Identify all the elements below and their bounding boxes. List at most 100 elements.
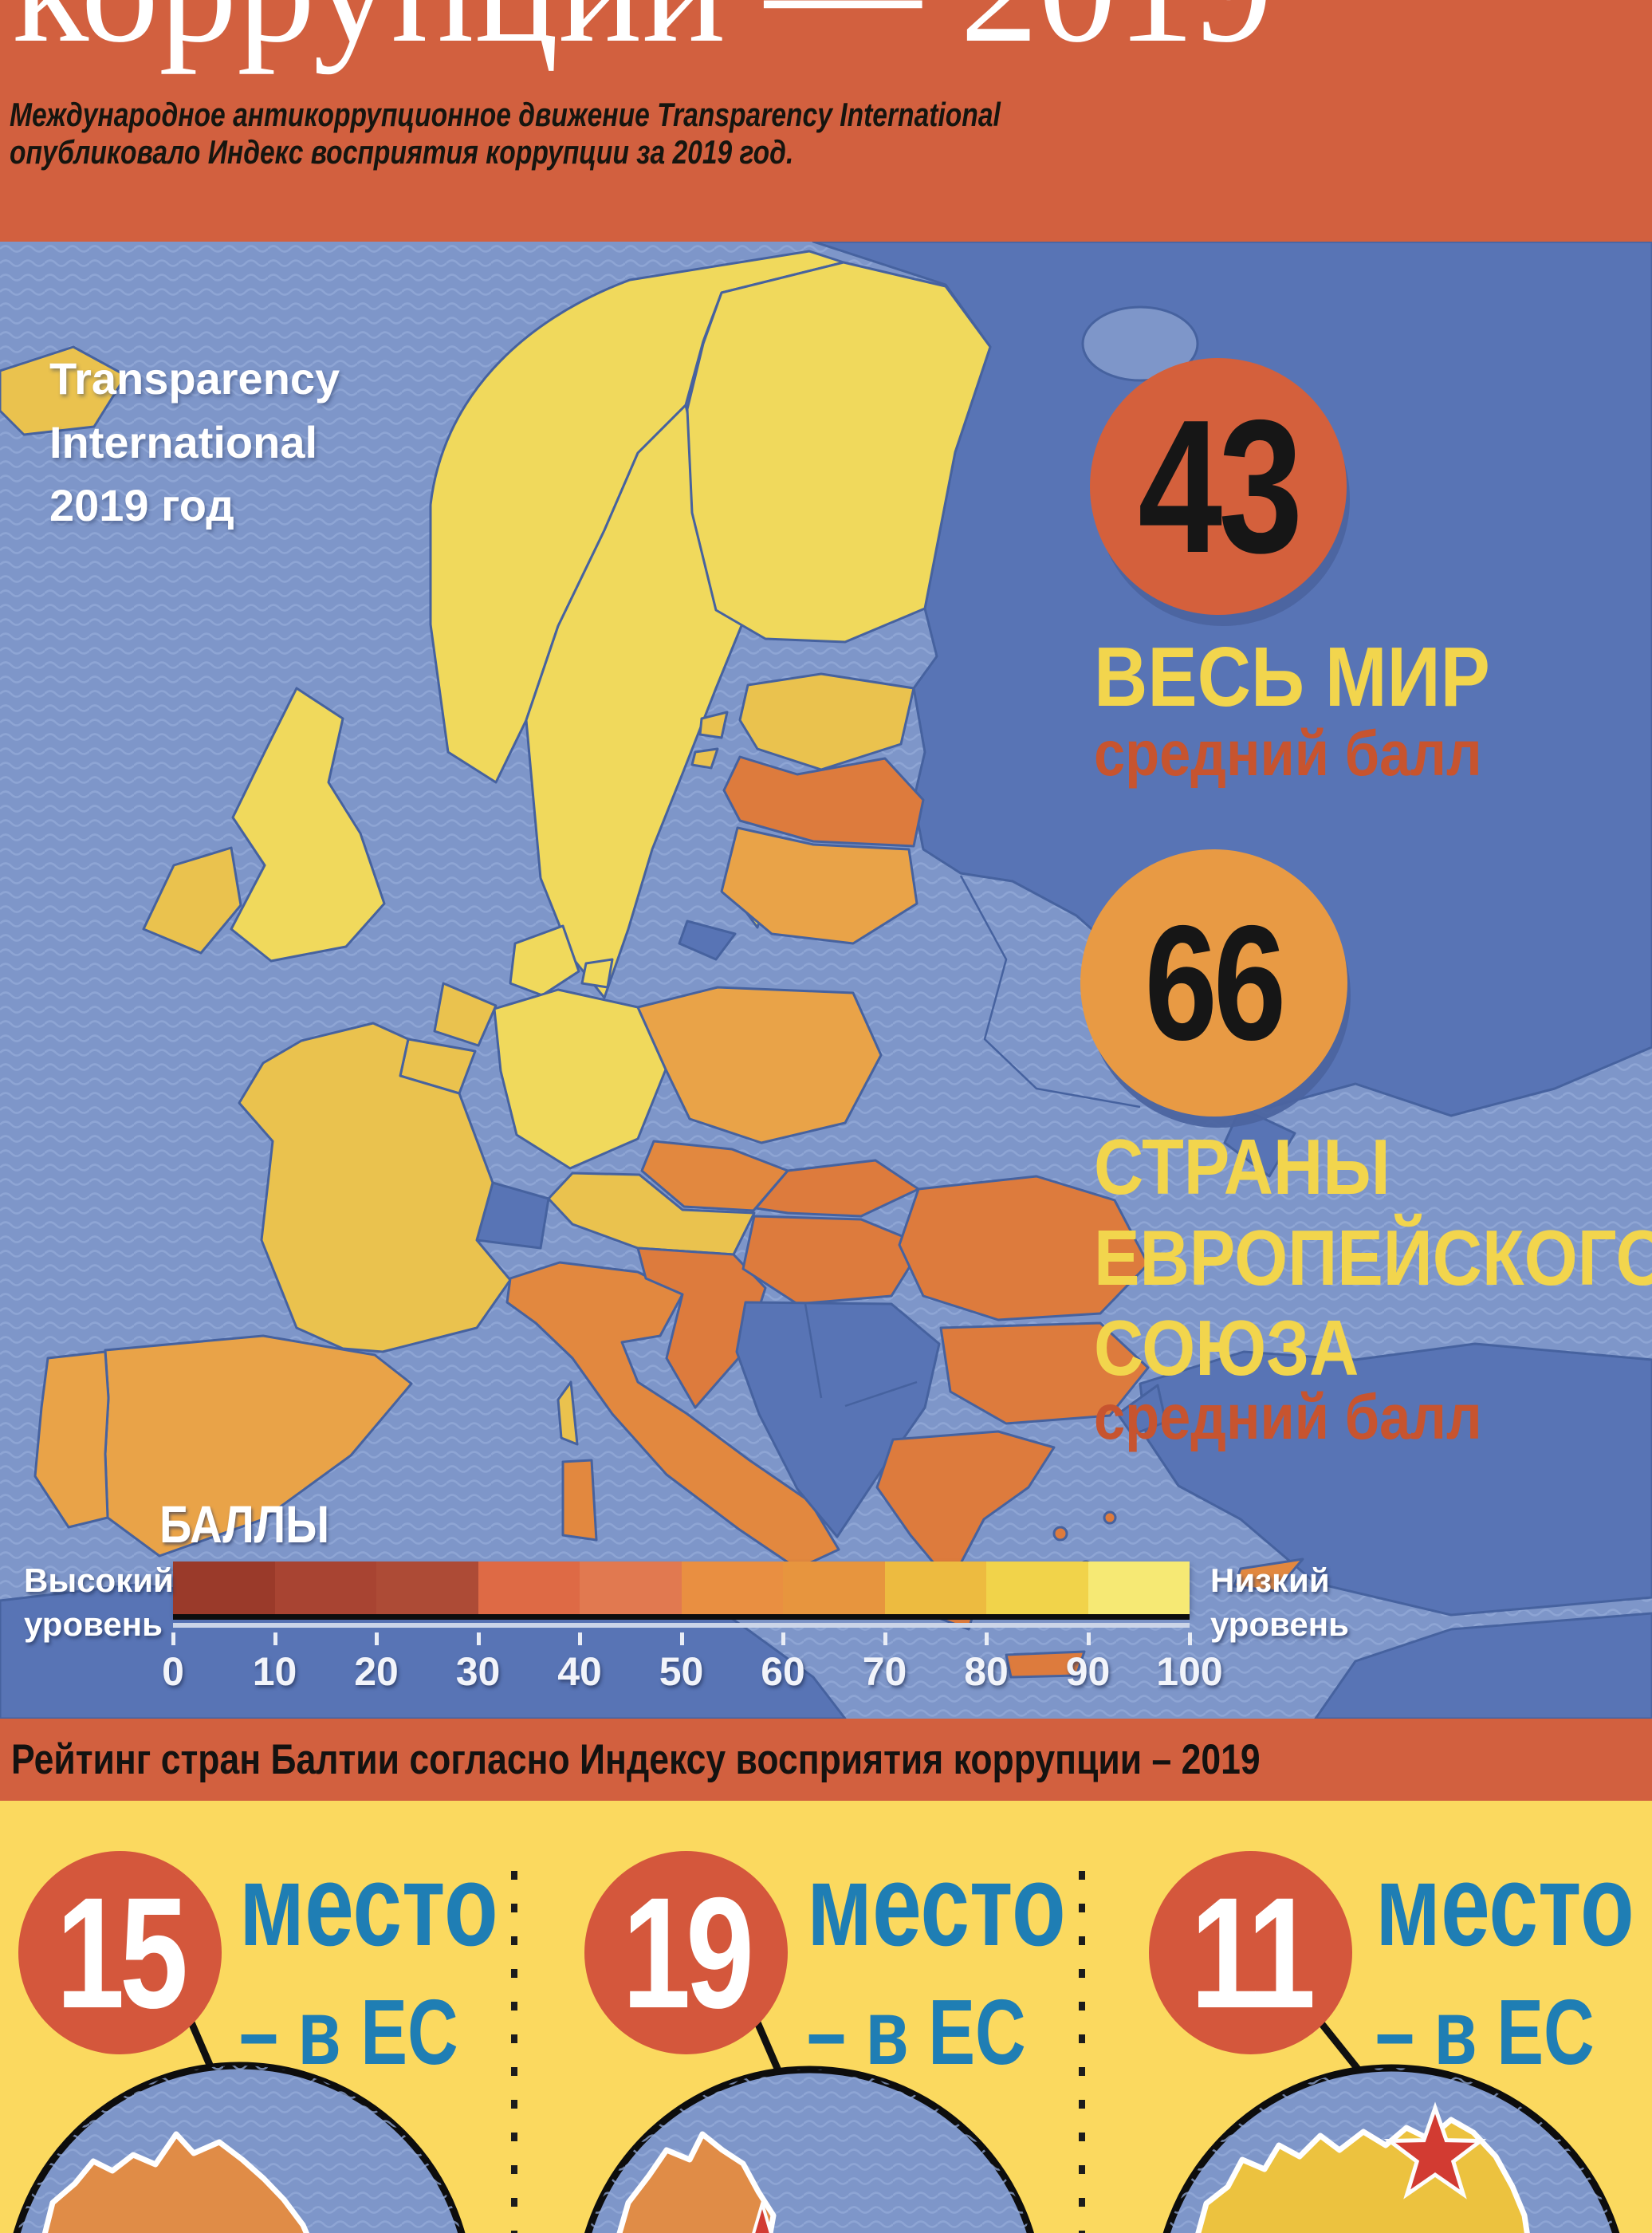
column-divider-2 (1079, 1871, 1085, 2233)
legend-tick-mark (375, 1632, 379, 1645)
country-france (238, 1022, 512, 1353)
island-estonia-1 (698, 711, 729, 739)
island-crete (1005, 1650, 1086, 1679)
legend-scale-segment (580, 1562, 682, 1614)
world-average-label: ВЕСЬ МИР (1094, 630, 1490, 724)
rank-label-2-line-1: место (807, 1840, 1066, 1970)
country-czechia (640, 1140, 789, 1212)
legend-tick-label: 50 (659, 1649, 704, 1694)
legend-scale-segment (274, 1562, 376, 1614)
island-estonia-2 (690, 747, 719, 770)
country-hungary (741, 1215, 925, 1306)
rank-label-1-line-1: место (239, 1840, 498, 1970)
connector-line-3 (1318, 2020, 1364, 2076)
legend-scale-segment (681, 1562, 783, 1614)
region-east-thrace (1116, 1384, 1167, 1436)
subtitle-line-1: Международное антикоррупционное движение… (10, 96, 1001, 133)
legend-tick-mark (476, 1632, 481, 1645)
white-sea (1081, 305, 1199, 382)
europe-map-section: Transparency International 2019 год 43 В… (0, 242, 1652, 1719)
connector-line-1 (187, 2018, 216, 2074)
region-western-balkans (735, 1301, 941, 1538)
eu-label-line-2: ЕВРОПЕЙСКОГО (1094, 1213, 1652, 1302)
legend-scale-segment (884, 1562, 986, 1614)
legend-scale-bar (173, 1562, 1190, 1614)
eu-average-label: СТРАНЫ ЕВРОПЕЙСКОГО СОЮЗА (1094, 1122, 1652, 1394)
country-portugal (33, 1350, 110, 1529)
legend-tick-mark (578, 1632, 582, 1645)
legend-high-label-line-2: уровень (24, 1605, 163, 1643)
rank-label-2: место – в ЕС (807, 1840, 1066, 2079)
map-source-label: Transparency International 2019 год (49, 347, 340, 538)
rank-circle-2: 19 (584, 1851, 788, 2054)
country-iceland (0, 345, 128, 436)
legend-ticks: 0 10 20 30 40 50 60 70 80 90 100 (162, 1632, 1223, 1704)
legend-tick-label: 0 (162, 1649, 184, 1694)
legend-tick-label: 100 (1156, 1649, 1223, 1694)
country-germany (493, 988, 667, 1170)
rank-label-1-line-2: – в ЕС (239, 1980, 458, 2084)
country-latvia (722, 755, 925, 848)
legend-tick-label: 30 (455, 1649, 501, 1694)
legend-tick-mark (679, 1632, 684, 1645)
legend-tick-label: 40 (557, 1649, 602, 1694)
border-balkans-inner (804, 1303, 918, 1408)
country-estonia (738, 672, 915, 771)
legend-title: БАЛЛЫ (159, 1495, 330, 1554)
island-sardinia (561, 1459, 598, 1542)
baltic-section-title: Рейтинг стран Балтии согласно Индексу во… (11, 1736, 1261, 1783)
eu-label-line-3: СОЮЗА (1094, 1304, 1359, 1392)
eu-average-value: 66 (1145, 891, 1287, 1074)
rank-label-1: место – в ЕС (239, 1840, 498, 2084)
country-slovakia (754, 1159, 920, 1218)
rank-value-2: 19 (622, 1865, 755, 2041)
legend-tick-mark (985, 1632, 989, 1645)
legend-scale-segment (478, 1562, 580, 1614)
legend-lightline (173, 1623, 1190, 1628)
rank-value-3: 11 (1190, 1865, 1316, 2041)
rank-label-3-line-1: место (1375, 1840, 1634, 1970)
legend-high-label: Высокий уровень (24, 1559, 174, 1646)
baltic-ranking-section: 15 место – в ЕС 19 место – в ЕС 11 место… (0, 1801, 1652, 2233)
rank-circle-3: 11 (1149, 1851, 1352, 2054)
legend-high-label-line-1: Высокий (24, 1562, 174, 1599)
border-belarus-ukraine (959, 875, 1141, 1109)
connector-line-2 (753, 2018, 782, 2074)
inset-capital-star-latvia (747, 2197, 777, 2233)
country-greece (875, 1430, 1056, 1585)
inset-capital-star-estonia (1383, 2101, 1487, 2200)
world-average-circle: 43 (1090, 358, 1347, 615)
map-source-line-3: 2019 год (49, 480, 234, 531)
header: коррупции — 2019 Международное антикорру… (0, 0, 1652, 242)
inset-country-lithuania (38, 2131, 316, 2233)
baltic-section-header: Рейтинг стран Балтии согласно Индексу во… (0, 1719, 1652, 1801)
legend-tick-label: 80 (964, 1649, 1009, 1694)
legend-scale-segment (376, 1562, 478, 1614)
country-turkey (1139, 1342, 1652, 1617)
legend-scale-segment (986, 1562, 1088, 1614)
legend-tick-label: 70 (862, 1649, 907, 1694)
legend-tick-mark (883, 1632, 887, 1645)
legend-low-label-line-2: уровень (1210, 1605, 1349, 1643)
subtitle: Международное антикоррупционное движение… (10, 96, 1001, 171)
island-aegean-3 (1103, 1510, 1117, 1525)
region-kaliningrad (678, 920, 737, 961)
legend-tick-label: 10 (252, 1649, 297, 1694)
rank-label-3-line-2: – в ЕС (1375, 1980, 1595, 2084)
column-divider-1 (511, 1871, 517, 2233)
europe-choropleth-map (0, 242, 1652, 1719)
legend-low-label: Низкий уровень (1210, 1559, 1386, 1646)
baltic-map-insets (13, 2018, 1620, 2233)
legend-scale-segment (1088, 1562, 1190, 1614)
legend-tick-mark (1188, 1632, 1192, 1645)
region-crimea (1223, 1106, 1296, 1178)
island-cyprus (1233, 1558, 1304, 1593)
country-lithuania (720, 826, 918, 945)
rank-value-1: 15 (56, 1865, 189, 2041)
map-source-line-1: Transparency (49, 353, 340, 404)
country-bulgaria (939, 1321, 1150, 1425)
legend-tick-mark (273, 1632, 277, 1645)
world-average-sublabel: средний балл (1094, 718, 1482, 789)
legend-scale-segment (173, 1562, 275, 1614)
